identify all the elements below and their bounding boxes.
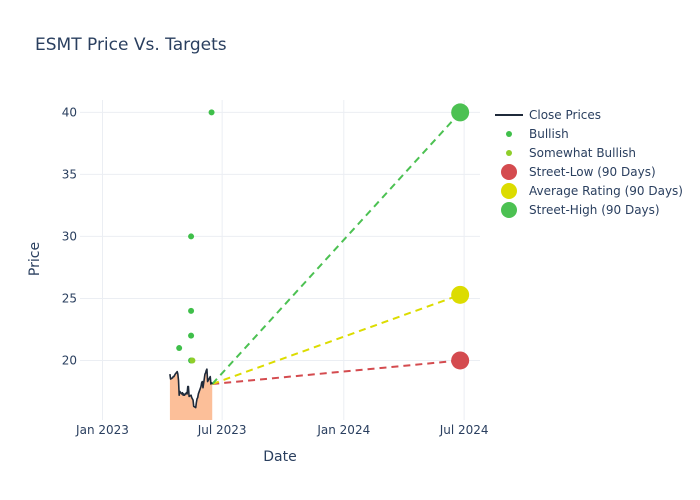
legend-dot-swatch [506, 131, 512, 137]
legend-circle-swatch [501, 164, 517, 180]
legend-item[interactable]: Average Rating (90 Days) [501, 183, 683, 199]
line-layer [169, 111, 461, 409]
bullish-rating-point [188, 307, 195, 314]
target-line-street-high-90-days- [211, 111, 461, 385]
legend-item[interactable]: Street-Low (90 Days) [501, 164, 656, 180]
legend-label: Average Rating (90 Days) [529, 184, 683, 198]
y-axis-ticks: 20 25 30 35 40 [62, 105, 77, 367]
x-axis-ticks: Jan 2023 Jul 2023 Jan 2024 Jul 2024 [75, 423, 489, 437]
legend-item[interactable]: Close Prices [495, 108, 601, 122]
legend-circle-swatch [501, 183, 517, 199]
legend-item[interactable]: Street-High (90 Days) [501, 202, 660, 218]
y-axis-title: Price [27, 242, 43, 276]
bullish-rating-point [208, 109, 215, 116]
x-axis-title: Date [263, 449, 296, 465]
somewhat-bullish-rating-point [189, 357, 196, 364]
target-point-street-high-90-days- [451, 103, 470, 122]
legend-item[interactable]: Bullish [506, 127, 569, 141]
legend-label: Street-High (90 Days) [529, 203, 660, 217]
close-price-line [169, 368, 213, 409]
chart-title: ESMT Price Vs. Targets [35, 35, 227, 55]
grid-lines [80, 100, 480, 420]
legend-dot-swatch [506, 150, 512, 156]
x-tick-label: Jan 2023 [75, 423, 129, 437]
legend[interactable]: Close Prices Bullish Somewhat Bullish Stree… [495, 108, 683, 218]
x-tick-label: Jul 2023 [197, 423, 247, 437]
bullish-rating-point [188, 233, 195, 240]
legend-circle-swatch [501, 202, 517, 218]
x-tick-label: Jan 2024 [316, 423, 370, 437]
legend-label: Somewhat Bullish [529, 146, 636, 160]
target-line-street-low-90-days- [212, 359, 461, 386]
legend-item[interactable]: Somewhat Bullish [506, 146, 636, 160]
y-tick-label: 40 [62, 105, 77, 119]
y-tick-label: 25 [62, 291, 77, 305]
target-line-average-rating-90-days- [211, 293, 461, 385]
area-layer [169, 369, 213, 420]
bullish-rating-point [176, 345, 183, 352]
legend-label: Street-Low (90 Days) [529, 165, 656, 179]
y-tick-label: 30 [62, 229, 77, 243]
y-tick-label: 20 [62, 353, 77, 367]
target-point-street-low-90-days- [451, 351, 470, 370]
x-tick-label: Jul 2024 [439, 423, 489, 437]
legend-label: Close Prices [529, 108, 601, 122]
target-point-average-rating-90-days- [451, 285, 470, 304]
bullish-rating-point [188, 332, 195, 339]
marker-layer [176, 103, 470, 370]
y-tick-label: 35 [62, 167, 77, 181]
close-price-area [169, 369, 213, 420]
legend-label: Bullish [529, 127, 569, 141]
